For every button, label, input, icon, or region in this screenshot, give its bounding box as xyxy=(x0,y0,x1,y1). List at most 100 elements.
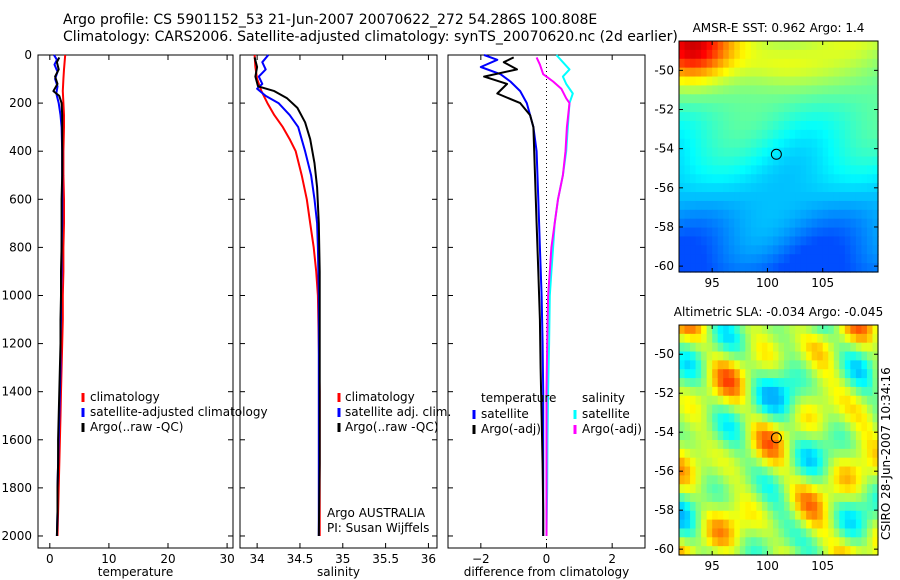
heatmap-cell xyxy=(861,112,868,122)
heatmap-cell xyxy=(717,528,724,538)
heatmap-cell xyxy=(739,493,746,503)
heatmap-cell xyxy=(739,369,746,379)
heatmap-cell xyxy=(861,174,868,184)
heatmap-cell xyxy=(706,493,713,503)
heatmap-cell xyxy=(712,218,719,229)
heatmap-cell xyxy=(872,120,879,131)
heatmap-cell xyxy=(712,395,719,406)
heatmap-cell xyxy=(684,120,691,131)
heatmap-cell xyxy=(817,174,824,184)
heatmap-cell xyxy=(811,112,818,122)
heatmap-cell xyxy=(866,41,874,51)
heatmap-cell xyxy=(712,386,719,397)
axes-frame xyxy=(239,54,438,549)
heatmap-cell xyxy=(750,76,757,87)
heatmap-cell xyxy=(728,156,735,166)
heatmap-cell xyxy=(734,41,741,51)
heatmap-cell xyxy=(723,263,730,273)
heatmap-cell xyxy=(767,174,774,184)
heatmap-cell xyxy=(811,183,818,193)
heatmap-cell xyxy=(872,236,879,246)
heatmap-cell xyxy=(844,431,851,441)
heatmap-cell xyxy=(690,76,697,87)
heatmap-cell xyxy=(712,183,719,193)
heatmap-cell xyxy=(789,254,796,264)
heatmap-cell xyxy=(750,440,757,450)
heatmap-cell xyxy=(756,360,763,370)
heatmap-cell xyxy=(750,404,757,415)
heatmap-cell xyxy=(690,386,697,397)
heatmap-cell xyxy=(684,333,691,344)
heatmap-cell xyxy=(761,501,769,512)
x-tick-label: 20 xyxy=(160,552,175,566)
heatmap-cell xyxy=(822,183,829,193)
heatmap-cell xyxy=(723,120,730,131)
heatmap-cell xyxy=(855,528,863,538)
heatmap-cell xyxy=(734,138,741,149)
heatmap-cell xyxy=(728,41,735,51)
heatmap-cell xyxy=(855,386,863,397)
heatmap-cell xyxy=(844,484,851,494)
heatmap-cell xyxy=(872,484,879,494)
heatmap-cell xyxy=(800,431,807,441)
heatmap-cell xyxy=(789,440,796,450)
heatmap-cell xyxy=(811,466,818,476)
heatmap-cell xyxy=(861,227,868,238)
heatmap-cell xyxy=(750,263,757,273)
heatmap-cell xyxy=(828,129,835,140)
heatmap-cell xyxy=(739,209,746,220)
heatmap-cell xyxy=(861,67,868,78)
heatmap-cell xyxy=(839,351,846,361)
heatmap-cell xyxy=(723,41,730,51)
heatmap-cell xyxy=(739,475,746,485)
heatmap-cell xyxy=(850,369,857,379)
y-tick-label: 200 xyxy=(9,96,32,110)
heatmap-cell xyxy=(789,138,796,149)
heatmap-cell xyxy=(861,103,868,113)
heatmap-cell xyxy=(772,138,780,149)
heatmap-cell xyxy=(866,227,874,238)
heatmap-cell xyxy=(767,58,774,69)
heatmap-cell xyxy=(745,404,752,415)
heatmap-cell xyxy=(750,378,757,388)
heatmap-cell xyxy=(750,112,757,122)
heatmap-cell xyxy=(872,360,879,370)
heatmap-cell xyxy=(789,227,796,238)
heatmap-cell xyxy=(761,528,769,538)
heatmap-cell xyxy=(706,103,713,113)
x-tick-label: 35.5 xyxy=(372,552,399,566)
heatmap-cell xyxy=(684,112,691,122)
heatmap-cell xyxy=(850,165,857,175)
heatmap-cell xyxy=(679,85,686,95)
heatmap-cell xyxy=(739,519,746,530)
heatmap-cell xyxy=(750,183,757,193)
heatmap-cell xyxy=(844,528,851,538)
heatmap-cell xyxy=(684,404,691,415)
heatmap-cell xyxy=(701,466,708,476)
heatmap-cell xyxy=(833,147,840,158)
heatmap-cell xyxy=(822,404,829,415)
heatmap-cell xyxy=(756,378,763,388)
heatmap-cell xyxy=(695,333,702,344)
heatmap-cell xyxy=(684,103,691,113)
heatmap-cell xyxy=(767,218,774,229)
heatmap-cell xyxy=(806,67,813,78)
heatmap-cell xyxy=(778,457,785,468)
heatmap-cell xyxy=(767,245,774,255)
heatmap-cell xyxy=(723,342,730,353)
heatmap-cell xyxy=(833,431,840,441)
heatmap-cell xyxy=(811,165,818,175)
heatmap-cell xyxy=(723,501,730,512)
heatmap-cell xyxy=(855,76,863,87)
x-tick-label: 30 xyxy=(219,552,234,566)
heatmap-cell xyxy=(795,333,802,344)
x-tick-label: −2 xyxy=(472,552,490,566)
heatmap-cell xyxy=(866,165,874,175)
heatmap-cell xyxy=(690,254,697,264)
heatmap-cell xyxy=(861,41,868,51)
y-tick-label: -50 xyxy=(654,347,674,361)
heatmap-cell xyxy=(850,192,857,202)
heatmap-cell xyxy=(712,49,719,60)
heatmap-cell xyxy=(850,475,857,485)
heatmap-cell xyxy=(844,546,851,556)
